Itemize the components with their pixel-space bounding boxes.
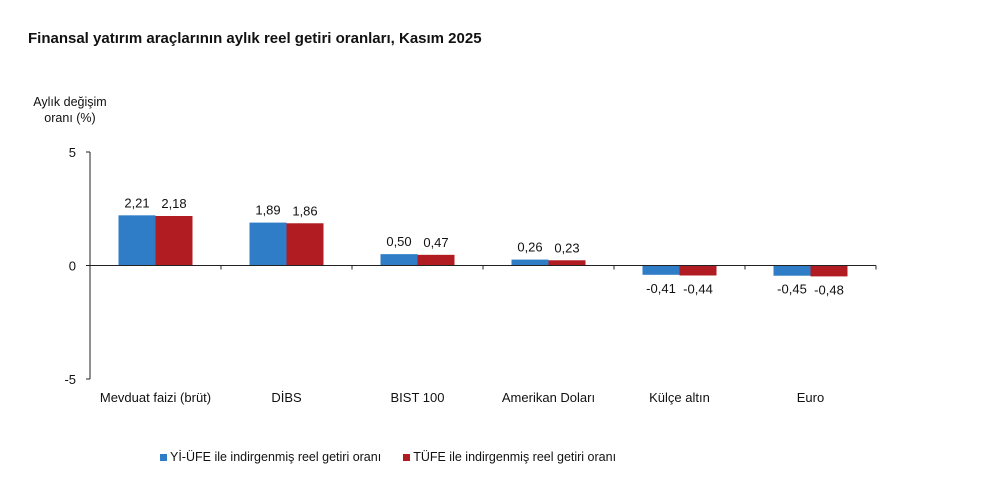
data-label: 1,86 <box>292 203 317 218</box>
bar-yiufe <box>773 265 811 276</box>
x-tick-label: DİBS <box>271 390 302 405</box>
data-label: 2,18 <box>161 196 186 211</box>
data-label: 2,21 <box>124 195 149 210</box>
data-label: 0,23 <box>554 240 579 255</box>
x-tick-label: Mevduat faizi (brüt) <box>100 390 211 405</box>
legend-item-tufe: TÜFE ile indirgenmiş reel getiri oranı <box>403 450 616 464</box>
y-tick-label: 5 <box>69 145 76 160</box>
x-tick-label: Euro <box>797 390 824 405</box>
bar-tufe <box>679 265 717 276</box>
legend-swatch-blue <box>160 454 167 461</box>
bar-yiufe <box>118 215 156 266</box>
legend-label: TÜFE ile indirgenmiş reel getiri oranı <box>413 450 617 464</box>
chart-title: Finansal yatırım araçlarının aylık reel … <box>28 30 482 47</box>
bar-tufe <box>155 216 193 266</box>
data-label: 1,89 <box>255 203 280 218</box>
x-tick-label: Külçe altın <box>649 390 710 405</box>
data-label: 0,47 <box>423 235 448 250</box>
bar-yiufe <box>642 265 680 275</box>
bar-yiufe <box>380 254 418 266</box>
data-label: -0,45 <box>777 282 807 297</box>
x-tick-label: Amerikan Doları <box>502 390 595 405</box>
legend-item-yiufe: Yİ-ÜFE ile indirgenmiş reel getiri oranı <box>160 450 381 464</box>
bar-yiufe <box>249 222 287 266</box>
legend-label: Yİ-ÜFE ile indirgenmiş reel getiri oranı <box>170 450 382 464</box>
bar-tufe <box>417 254 455 266</box>
x-tick-label: BIST 100 <box>391 390 445 405</box>
data-label: -0,41 <box>646 281 676 296</box>
bar-yiufe <box>511 259 549 266</box>
bar-tufe <box>548 260 586 266</box>
legend: Yİ-ÜFE ile indirgenmiş reel getiri oranı… <box>160 450 616 464</box>
data-label: 0,50 <box>386 234 411 249</box>
data-label: -0,44 <box>683 281 713 296</box>
data-label: 0,26 <box>517 240 542 255</box>
y-axis-label: Aylık değişim oranı (%) <box>33 95 107 125</box>
y-tick-label: -5 <box>64 372 76 387</box>
bar-tufe <box>286 223 324 266</box>
y-tick-label: 0 <box>69 259 76 274</box>
data-label: -0,48 <box>814 282 844 297</box>
legend-swatch-red <box>403 454 411 461</box>
bar-tufe <box>810 265 848 277</box>
